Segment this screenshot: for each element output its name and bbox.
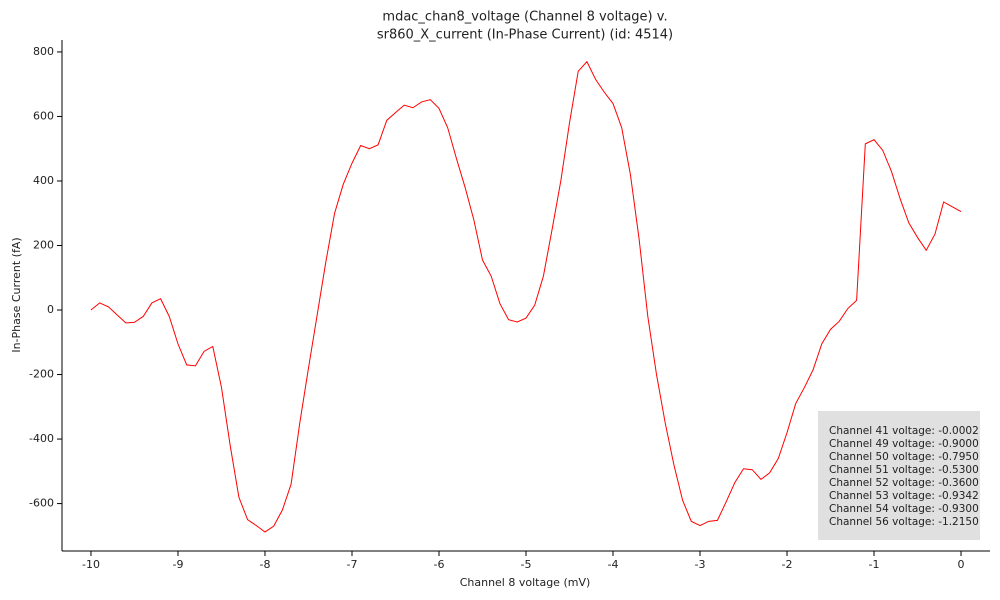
annotation-text: Channel 53 voltage: -0.9342: [829, 490, 979, 502]
x-tick-label: -4: [608, 558, 619, 571]
y-tick-label: -600: [29, 497, 54, 510]
chart-title: sr860_X_current (In-Phase Current) (id: …: [377, 28, 673, 43]
x-tick-label: 0: [958, 558, 965, 571]
x-tick-label: -8: [259, 558, 270, 571]
x-tick-label: -3: [695, 558, 706, 571]
y-tick-label: -400: [29, 432, 54, 445]
x-tick-label: -9: [172, 558, 183, 571]
x-tick-label: -5: [521, 558, 532, 571]
annotation-text: Channel 50 voltage: -0.7950: [829, 451, 979, 463]
annotation-text: Channel 54 voltage: -0.9300: [829, 503, 979, 515]
annotation-text: Channel 52 voltage: -0.3600: [829, 477, 979, 489]
annotation-text: Channel 51 voltage: -0.5300: [829, 464, 979, 476]
data-line: [90, 60, 962, 533]
annotation-box: [818, 411, 980, 540]
x-tick-label: -2: [782, 558, 793, 571]
annotation-text: Channel 49 voltage: -0.9000: [829, 438, 979, 450]
annotation-text: Channel 56 voltage: -1.2150: [829, 516, 979, 528]
x-tick-label: -10: [82, 558, 100, 571]
x-tick-label: -7: [347, 558, 358, 571]
y-tick-label: 600: [33, 109, 54, 122]
y-axis-label: In-Phase Current (fA): [10, 237, 23, 352]
y-tick-label: 400: [33, 174, 54, 187]
x-axis-label: Channel 8 voltage (mV): [460, 576, 591, 589]
y-tick-label: 0: [47, 303, 54, 316]
x-tick-label: -6: [434, 558, 445, 571]
x-tick-label: -1: [869, 558, 880, 571]
y-tick-label: 200: [33, 238, 54, 251]
y-tick-label: 800: [33, 45, 54, 58]
y-tick-label: -200: [29, 368, 54, 381]
annotation-text: Channel 41 voltage: -0.0002: [829, 425, 979, 437]
chart-title: mdac_chan8_voltage (Channel 8 voltage) v…: [382, 10, 667, 25]
